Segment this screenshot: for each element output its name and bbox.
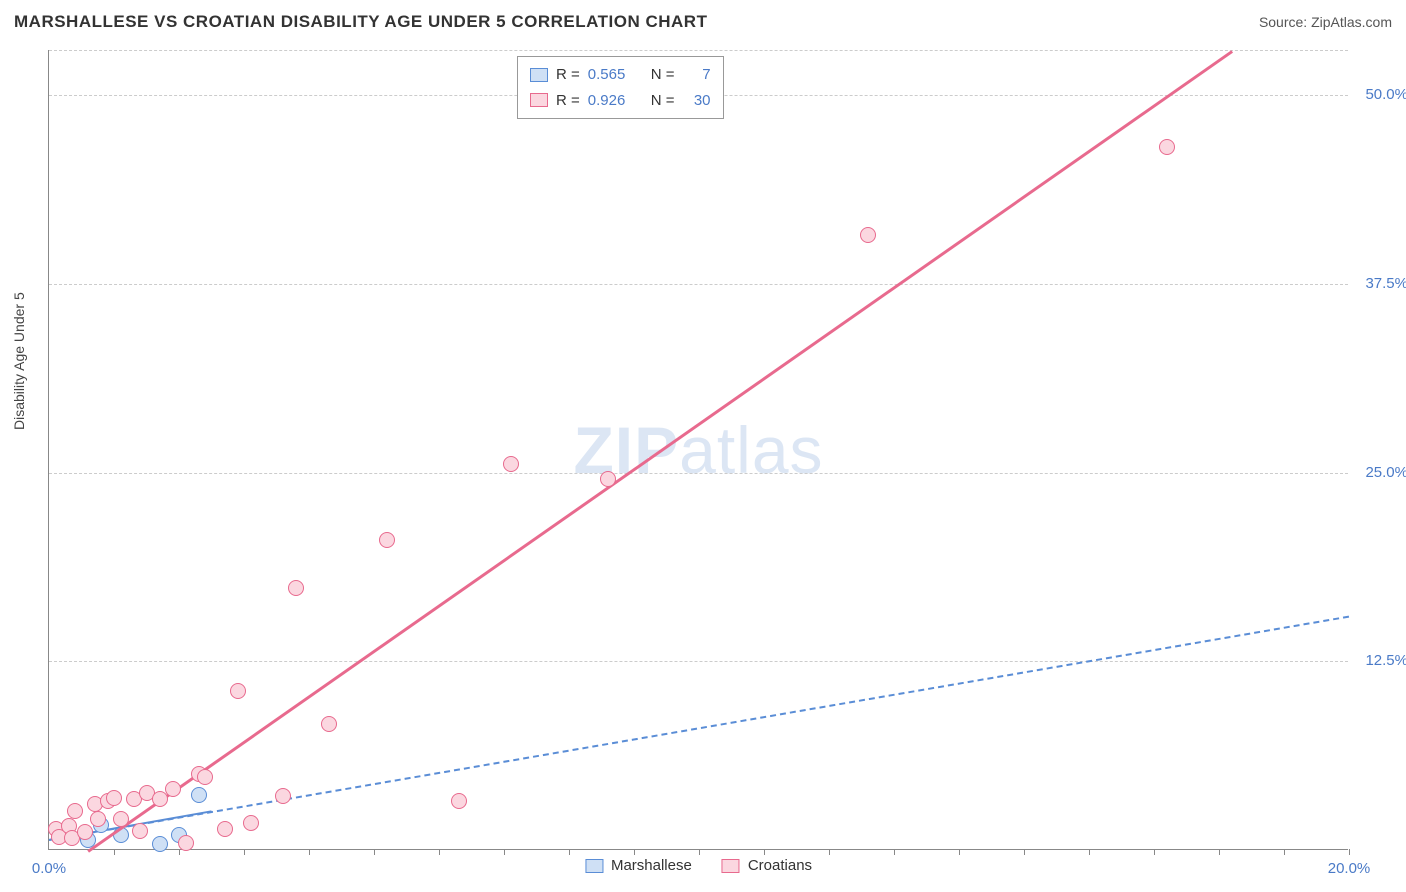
y-tick-label: 37.5% (1353, 275, 1406, 292)
data-point-croatians (90, 811, 106, 827)
gridline-h (49, 473, 1348, 474)
gridline-h (49, 284, 1348, 285)
x-tick-mark (699, 849, 700, 855)
data-point-croatians (197, 769, 213, 785)
legend-stats: R = 0.565 N = 7 R = 0.926 N = 30 (517, 56, 724, 119)
data-point-croatians (321, 716, 337, 732)
x-tick-mark (439, 849, 440, 855)
legend-n-label: N = (651, 88, 675, 114)
legend-series-label: Marshallese (611, 857, 692, 874)
legend-stats-row: R = 0.926 N = 30 (530, 88, 711, 114)
data-point-croatians (600, 471, 616, 487)
x-tick-mark (569, 849, 570, 855)
y-axis-label: Disability Age Under 5 (11, 292, 27, 430)
legend-item: Croatians (722, 857, 812, 874)
x-tick-label: 20.0% (1328, 860, 1371, 877)
data-point-croatians (77, 824, 93, 840)
data-point-croatians (67, 803, 83, 819)
x-tick-mark (179, 849, 180, 855)
data-point-croatians (1159, 139, 1175, 155)
data-point-croatians (106, 790, 122, 806)
x-tick-mark (1219, 849, 1220, 855)
data-point-croatians (132, 823, 148, 839)
legend-n-label: N = (651, 62, 675, 88)
gridline-h (49, 661, 1348, 662)
x-tick-mark (634, 849, 635, 855)
x-tick-mark (504, 849, 505, 855)
legend-stats-row: R = 0.565 N = 7 (530, 62, 711, 88)
legend-swatch (530, 93, 548, 107)
legend-swatch (530, 68, 548, 82)
x-tick-mark (1089, 849, 1090, 855)
chart-header: MARSHALLESE VS CROATIAN DISABILITY AGE U… (14, 12, 1392, 32)
chart-title: MARSHALLESE VS CROATIAN DISABILITY AGE U… (14, 12, 707, 32)
x-tick-mark (764, 849, 765, 855)
data-point-croatians (451, 793, 467, 809)
x-tick-mark (309, 849, 310, 855)
data-point-croatians (275, 788, 291, 804)
x-tick-mark (374, 849, 375, 855)
data-point-croatians (243, 815, 259, 831)
y-tick-label: 50.0% (1353, 86, 1406, 103)
data-point-croatians (165, 781, 181, 797)
x-tick-mark (829, 849, 830, 855)
legend-r-label: R = (556, 88, 580, 114)
regression-line-marshallese (49, 616, 1349, 841)
data-point-croatians (152, 791, 168, 807)
source-label: Source: ZipAtlas.com (1259, 14, 1392, 30)
x-tick-mark (1154, 849, 1155, 855)
x-tick-mark (894, 849, 895, 855)
legend-item: Marshallese (585, 857, 692, 874)
legend-swatch (585, 859, 603, 873)
data-point-marshallese (152, 836, 168, 852)
data-point-marshallese (191, 787, 207, 803)
legend-series: Marshallese Croatians (585, 857, 812, 874)
y-tick-label: 25.0% (1353, 464, 1406, 481)
legend-n-value: 7 (683, 62, 711, 88)
data-point-croatians (503, 456, 519, 472)
legend-series-label: Croatians (748, 857, 812, 874)
data-point-croatians (113, 811, 129, 827)
y-tick-label: 12.5% (1353, 652, 1406, 669)
x-tick-label: 0.0% (32, 860, 66, 877)
x-tick-mark (114, 849, 115, 855)
data-point-croatians (178, 835, 194, 851)
data-point-croatians (379, 532, 395, 548)
x-tick-mark (244, 849, 245, 855)
legend-n-value: 30 (683, 88, 711, 114)
legend-swatch (722, 859, 740, 873)
gridline-h (49, 50, 1348, 51)
x-tick-mark (1024, 849, 1025, 855)
legend-r-value: 0.926 (588, 88, 643, 114)
legend-r-label: R = (556, 62, 580, 88)
data-point-croatians (860, 227, 876, 243)
x-tick-mark (959, 849, 960, 855)
regression-line-croatians (87, 50, 1232, 852)
data-point-croatians (230, 683, 246, 699)
x-tick-mark (1349, 849, 1350, 855)
data-point-croatians (217, 821, 233, 837)
legend-r-value: 0.565 (588, 62, 643, 88)
x-tick-mark (1284, 849, 1285, 855)
data-point-croatians (288, 580, 304, 596)
chart-plot-area: ZIPatlas 12.5%25.0%37.5%50.0%0.0%20.0%R … (48, 50, 1348, 850)
